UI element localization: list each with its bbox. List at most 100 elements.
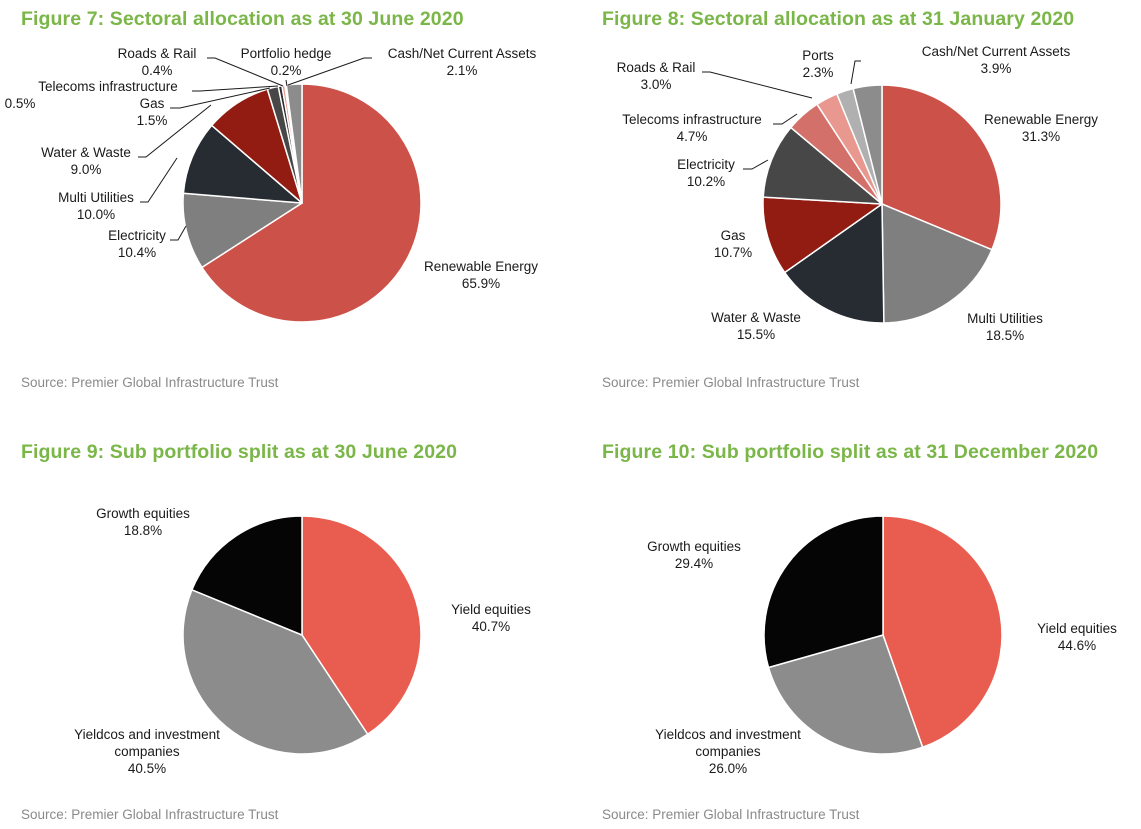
fig7-label-text: Cash/Net Current Assets <box>388 46 537 61</box>
fig10-value-label: 29.4% <box>675 556 713 571</box>
figure-9-title: Figure 9: Sub portfolio split as at 30 J… <box>21 441 458 463</box>
fig7-label-renewable-energy: Renewable Energy 65.9% <box>424 259 538 291</box>
fig8-label-text: Electricity <box>677 157 735 172</box>
fig8-value-label: 18.5% <box>986 328 1024 343</box>
fig7-label-electricity: Electricity 10.4% <box>108 225 187 260</box>
fig10-value-label: 44.6% <box>1058 638 1096 653</box>
fig9-label-yield-equities: Yield equities 40.7% <box>451 602 531 634</box>
fig7-leader-line <box>170 87 271 109</box>
fig9-label-text: Yieldcos and investment <box>74 727 220 742</box>
fig8-label-electricity: Electricity 10.2% <box>677 157 769 189</box>
fig10-slice-yieldcos-and-investment-companies <box>767 634 924 755</box>
fig8-label-gas: Gas 10.7% <box>714 228 752 260</box>
fig9-pie: Yield equities 40.7% Yieldcos and investme… <box>74 506 531 776</box>
fig7-label-text: Electricity <box>108 228 166 243</box>
fig8-value-label: 2.3% <box>803 65 834 80</box>
figure-8-title: Figure 8: Sectoral allocation as at 31 J… <box>602 8 1075 30</box>
fig7-leader-line <box>285 79 288 87</box>
fig8-leader-line <box>773 113 798 125</box>
fig7-label-text: Gas <box>140 96 165 111</box>
fig7-slice-multi-utilities <box>182 124 303 204</box>
fig8-label-text: Cash/Net Current Assets <box>922 44 1071 59</box>
fig7-value-label: 10.0% <box>77 207 115 222</box>
fig7-label-water-waste: Water & Waste 9.0% <box>41 104 212 177</box>
fig8-slice-renewable-energy <box>881 84 1002 251</box>
fig7-leader-line <box>192 85 279 92</box>
fig8-label-text: Renewable Energy <box>984 112 1098 127</box>
fig10-label-yieldcos-and-investment-companies: Yieldcos and investment companies 26.0% <box>655 727 801 776</box>
fig7-label-gas: Gas 1.5% <box>137 87 271 128</box>
fig8-value-label: 10.2% <box>687 174 725 189</box>
fig8-label-text: Gas <box>721 228 746 243</box>
fig8-label-telecoms-infrastructure: Telecoms infrastructure 4.7% <box>622 112 798 144</box>
fig8-value-label: 15.5% <box>737 327 775 342</box>
fig9-label-growth-equities: Growth equities 18.8% <box>96 506 190 538</box>
figure-10-source: Source: Premier Global Infrastructure Tr… <box>602 807 860 822</box>
fig8-leader-line <box>743 159 769 170</box>
fig8-label-cash-net-current-assets: Cash/Net Current Assets 3.9% <box>850 44 1071 85</box>
fig10-slice-yield-equities <box>882 515 1003 748</box>
fig9-value-label: 40.7% <box>472 619 510 634</box>
fig8-value-label: 31.3% <box>1022 129 1060 144</box>
fig10-label-text: Growth equities <box>647 539 741 554</box>
fig7-slice-renewable-energy <box>201 83 422 323</box>
fig9-label-text: Growth equities <box>96 506 190 521</box>
fig8-label-water-waste: Water & Waste 15.5% <box>711 310 801 342</box>
fig8-slice-electricity <box>762 126 883 205</box>
fig7-label-cash-net-current-assets: Cash/Net Current Assets 2.1% <box>287 46 537 86</box>
fig9-label-text: companies <box>114 744 180 759</box>
fig7-leader-line <box>207 57 284 87</box>
fig7-slice-electricity <box>182 192 303 269</box>
fig10-label-text: Yieldcos and investment <box>655 727 801 742</box>
fig7-label-portfolio-hedge: Portfolio hedge 0.2% <box>241 46 332 78</box>
fig8-label-text: Roads & Rail <box>617 60 696 75</box>
fig8-value-label: 3.0% <box>641 77 672 92</box>
fig10-pie: Yield equities 44.6% Yieldcos and investme… <box>647 515 1117 776</box>
fig7-leader-line <box>287 57 372 86</box>
fig7-label-text: Multi Utilities <box>58 190 134 205</box>
fig7-label-text: Telecoms infrastructure <box>38 79 178 94</box>
fig7-label-roads-rail: Roads & Rail 0.4% <box>118 46 284 87</box>
fig9-label-text: Yield equities <box>451 602 531 617</box>
fig8-slice-gas <box>762 196 883 274</box>
fig7-label-text: Water & Waste <box>41 145 131 160</box>
fig8-leader-line <box>702 71 813 99</box>
fig8-label-text: Multi Utilities <box>967 311 1043 326</box>
fig10-label-text: Yield equities <box>1037 621 1117 636</box>
fig7-value-label: 9.0% <box>71 162 102 177</box>
fig8-label-renewable-energy: Renewable Energy 31.3% <box>984 112 1098 144</box>
fig8-slice-water-waste <box>783 203 885 324</box>
fig8-label-roads-rail: Roads & Rail 3.0% <box>617 60 813 99</box>
figure-7-title: Figure 7: Sectoral allocation as at 30 J… <box>21 8 464 30</box>
fig7-value-label: 0.5% <box>5 96 36 111</box>
fig10-slice-growth-equities <box>763 515 884 669</box>
fig10-label-growth-equities: Growth equities 29.4% <box>647 539 741 571</box>
fig8-label-ports: Ports 2.3% <box>802 48 834 80</box>
fig8-value-label: 4.7% <box>677 129 708 144</box>
fig7-label-text: Portfolio hedge <box>241 46 332 61</box>
fig8-label-text: Telecoms infrastructure <box>622 112 762 127</box>
fig9-value-label: 40.5% <box>128 761 166 776</box>
figure-10-title: Figure 10: Sub portfolio split as at 31 … <box>602 441 1099 463</box>
fig9-value-label: 18.8% <box>124 523 162 538</box>
fig7-value-label: 2.1% <box>447 63 478 78</box>
fig8-leader-line <box>850 60 861 85</box>
fig9-label-yieldcos-and-investment-companies: Yieldcos and investment companies 40.5% <box>74 727 220 776</box>
fig8-slice-multi-utilities <box>881 203 993 324</box>
fig9-slice-growth-equities <box>191 515 303 636</box>
figure-7-source: Source: Premier Global Infrastructure Tr… <box>21 375 279 390</box>
fig10-value-label: 26.0% <box>709 761 747 776</box>
fig7-label-text: Renewable Energy <box>424 259 538 274</box>
fig10-label-text: companies <box>695 744 761 759</box>
fig7-value-label: 1.5% <box>137 113 168 128</box>
fig8-value-label: 10.7% <box>714 245 752 260</box>
fig7-label-multi-utilities: Multi Utilities 10.0% <box>58 157 178 222</box>
fig9-slice-yieldcos-and-investment-companies <box>182 589 369 755</box>
fig7-label-text: Roads & Rail <box>118 46 197 61</box>
fig10-label-yield-equities: Yield equities 44.6% <box>1037 621 1117 653</box>
fig8-slice-cash-net-current-assets <box>852 84 883 205</box>
fig8-label-text: Water & Waste <box>711 310 801 325</box>
fig7-value-label: 0.4% <box>142 63 173 78</box>
